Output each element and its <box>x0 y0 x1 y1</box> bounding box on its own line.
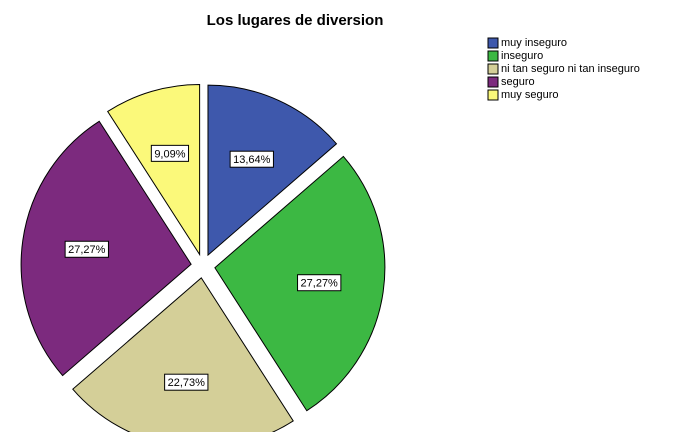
label-box <box>229 150 274 168</box>
data-label: 27,27% <box>301 278 339 290</box>
chart-title: Los lugares de diversion <box>207 12 384 29</box>
legend-swatch <box>487 76 499 88</box>
legend-swatch <box>487 37 499 49</box>
legend-label: seguro <box>501 76 535 88</box>
legend-swatch <box>487 63 499 75</box>
data-label: 22,73% <box>168 377 206 389</box>
label-box <box>64 240 109 258</box>
legend-swatch <box>487 50 499 62</box>
legend-label: muy seguro <box>501 89 558 101</box>
legend-label: inseguro <box>501 50 543 62</box>
pie-slice <box>72 277 294 432</box>
label-box <box>150 144 190 162</box>
label-box <box>297 274 342 292</box>
data-label: 13,64% <box>233 154 271 166</box>
pie-slice <box>207 84 338 257</box>
label-box <box>164 373 209 391</box>
legend-label: muy inseguro <box>501 37 567 49</box>
pie-slice <box>107 83 201 257</box>
data-label: 9,09% <box>154 148 185 160</box>
data-label: 27,27% <box>68 244 106 256</box>
legend-label: ni tan seguro ni tan inseguro <box>501 63 640 75</box>
legend-swatch <box>487 89 499 101</box>
